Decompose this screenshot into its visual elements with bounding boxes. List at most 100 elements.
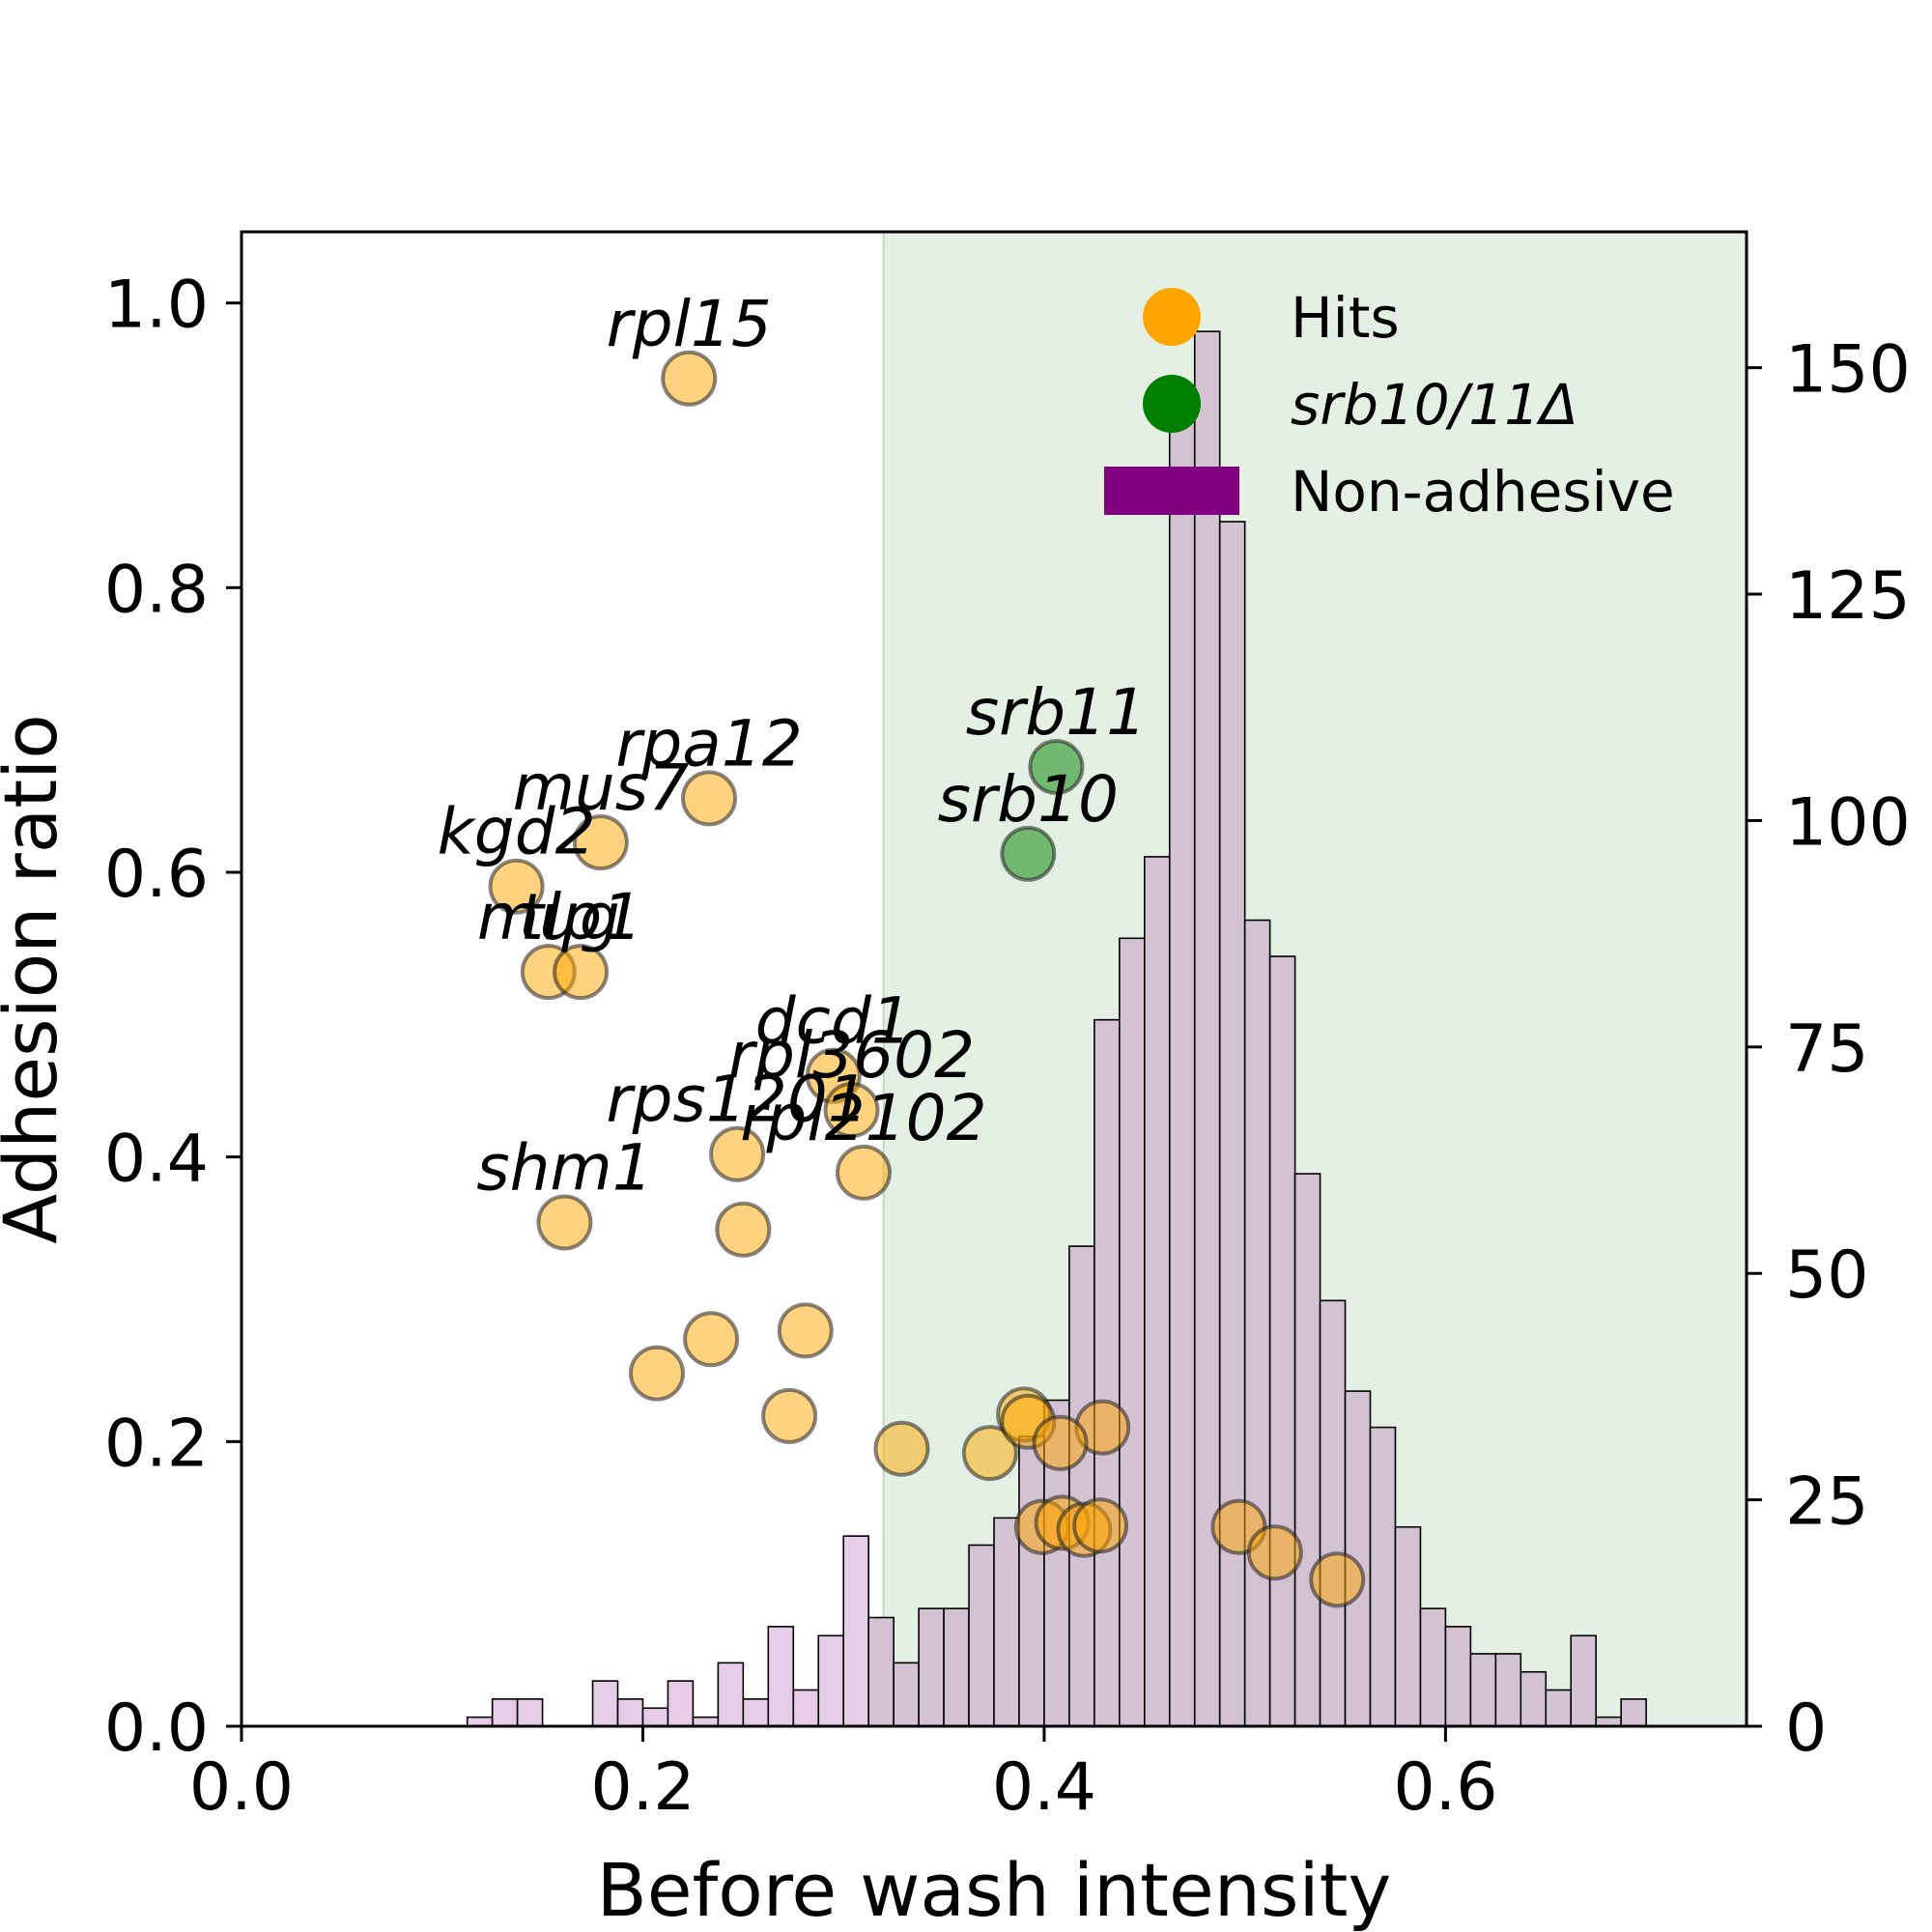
- y2-axis-ticks: 0 25 50 75 100 125 150: [1747, 332, 1911, 1767]
- hit-point: [761, 1387, 818, 1444]
- hit-point: [572, 814, 629, 871]
- histogram-bar: [742, 1698, 770, 1727]
- gene-label: tlp1: [519, 880, 642, 954]
- histogram-bar: [1268, 955, 1296, 1727]
- histogram-bar: [867, 1616, 895, 1727]
- y-tick-label: 0.2: [104, 1406, 209, 1482]
- histogram-bar: [1520, 1670, 1548, 1727]
- histogram-bar: [591, 1680, 619, 1727]
- histogram-bar: [918, 1607, 945, 1727]
- histogram-bar: [1620, 1698, 1647, 1727]
- x-axis-ticks: 0.0 0.2 0.4 0.6: [189, 1726, 1497, 1826]
- hit-point: [629, 1345, 686, 1402]
- y2-tick-label: 50: [1785, 1237, 1869, 1314]
- histogram-bar: [1293, 1173, 1321, 1727]
- histogram-bar: [993, 1517, 1020, 1727]
- histogram-bar: [767, 1626, 795, 1727]
- hit-point: [777, 1302, 834, 1359]
- histogram-bar: [1570, 1634, 1597, 1727]
- histogram-bar: [1419, 1607, 1447, 1727]
- histogram-bar: [491, 1698, 519, 1727]
- hit-point: [488, 858, 545, 915]
- plot-frame: [240, 230, 1748, 1728]
- legend-label: srb10/11Δ: [1291, 372, 1578, 438]
- y-tick-label: 0.6: [104, 837, 209, 913]
- gene-label: mug: [477, 880, 620, 954]
- histogram-bar: [943, 1607, 970, 1727]
- gene-label: kgd2: [438, 795, 596, 869]
- gene-label: srb10: [938, 762, 1119, 837]
- hit-point: [715, 1201, 772, 1258]
- hit-point: [823, 1082, 880, 1139]
- hit-point: [1246, 1524, 1303, 1581]
- histogram-bar: [616, 1698, 644, 1727]
- hit-point: [681, 770, 738, 827]
- histogram-bar: [1444, 1626, 1472, 1727]
- hit-point: [536, 1194, 593, 1251]
- x-tick-label: 0.4: [992, 1749, 1096, 1826]
- legend-marker: [1143, 375, 1201, 433]
- hit-point: [661, 350, 718, 407]
- hit-point: [1072, 1497, 1129, 1554]
- y-tick-label: 0.4: [104, 1122, 209, 1198]
- histogram-bar: [968, 1544, 995, 1727]
- x-tick-label: 0.0: [189, 1749, 294, 1826]
- y2-tick-label: 125: [1785, 558, 1911, 635]
- hit-point: [961, 1425, 1018, 1482]
- histogram-bar: [1119, 937, 1146, 1727]
- histogram-bar: [1494, 1653, 1522, 1727]
- legend-marker: [1104, 467, 1239, 515]
- srb-point: [1028, 738, 1085, 795]
- hit-point: [683, 1311, 740, 1368]
- histogram-bar: [1068, 1245, 1095, 1727]
- histogram-bar: [893, 1662, 920, 1727]
- gene-label: dcd1: [755, 984, 912, 1059]
- histogram-bar: [717, 1662, 745, 1727]
- histogram-bar: [1545, 1689, 1573, 1727]
- hit-point: [709, 1125, 766, 1182]
- histogram-bar: [792, 1689, 820, 1727]
- gene-label: shm1: [476, 1130, 653, 1205]
- y-tick-label: 0.8: [104, 552, 209, 628]
- y-tick-label: 0.0: [104, 1690, 209, 1767]
- histogram-bar: [1369, 1426, 1397, 1727]
- hit-point: [1032, 1414, 1089, 1471]
- scatter-points: [488, 350, 1366, 1608]
- histogram-bar: [1469, 1653, 1497, 1727]
- x-tick-label: 0.2: [590, 1749, 695, 1826]
- histogram-bar: [1319, 1299, 1347, 1727]
- hit-point: [835, 1144, 892, 1201]
- histogram-bar: [1094, 1018, 1121, 1727]
- gene-label: mus7: [513, 751, 690, 825]
- histogram-bar: [667, 1680, 695, 1727]
- gene-label: rps1201: [606, 1063, 867, 1137]
- hit-point: [1309, 1551, 1366, 1608]
- y-axis-ticks: 0.0 0.2 0.4 0.6 0.8 1.0: [104, 268, 242, 1767]
- histogram-bar: [516, 1698, 544, 1727]
- y-tick-label: 1.0: [104, 268, 209, 344]
- gene-label: rpl2102: [740, 1081, 986, 1155]
- gene-label: srb11: [966, 675, 1147, 750]
- gene-label: rpl3602: [728, 1018, 975, 1093]
- gene-label: rpa12: [615, 706, 802, 781]
- x-axis-title: Before wash intensity: [597, 1847, 1392, 1932]
- histogram-bar: [1394, 1525, 1422, 1727]
- y2-tick-label: 150: [1785, 332, 1911, 409]
- histogram-bar: [1018, 1435, 1045, 1727]
- y2-tick-label: 100: [1785, 784, 1911, 861]
- gene-label: rpl15: [607, 287, 772, 361]
- histogram-bar: [817, 1634, 845, 1727]
- legend-marker: [1143, 288, 1201, 346]
- hit-point: [553, 944, 610, 1001]
- y2-tick-label: 0: [1785, 1690, 1827, 1767]
- legend: Hits srb10/11Δ Non-adhesive: [1104, 285, 1675, 525]
- histogram-bar: [641, 1707, 669, 1727]
- histogram-bar: [1144, 856, 1171, 1727]
- x-tick-label: 0.6: [1393, 1749, 1497, 1826]
- y2-tick-label: 75: [1785, 1011, 1869, 1088]
- histogram-bar: [1243, 919, 1271, 1727]
- srb-point: [1000, 825, 1057, 882]
- y-axis-title: Adhesion ratio: [0, 714, 73, 1244]
- legend-label: Non-adhesive: [1291, 459, 1675, 525]
